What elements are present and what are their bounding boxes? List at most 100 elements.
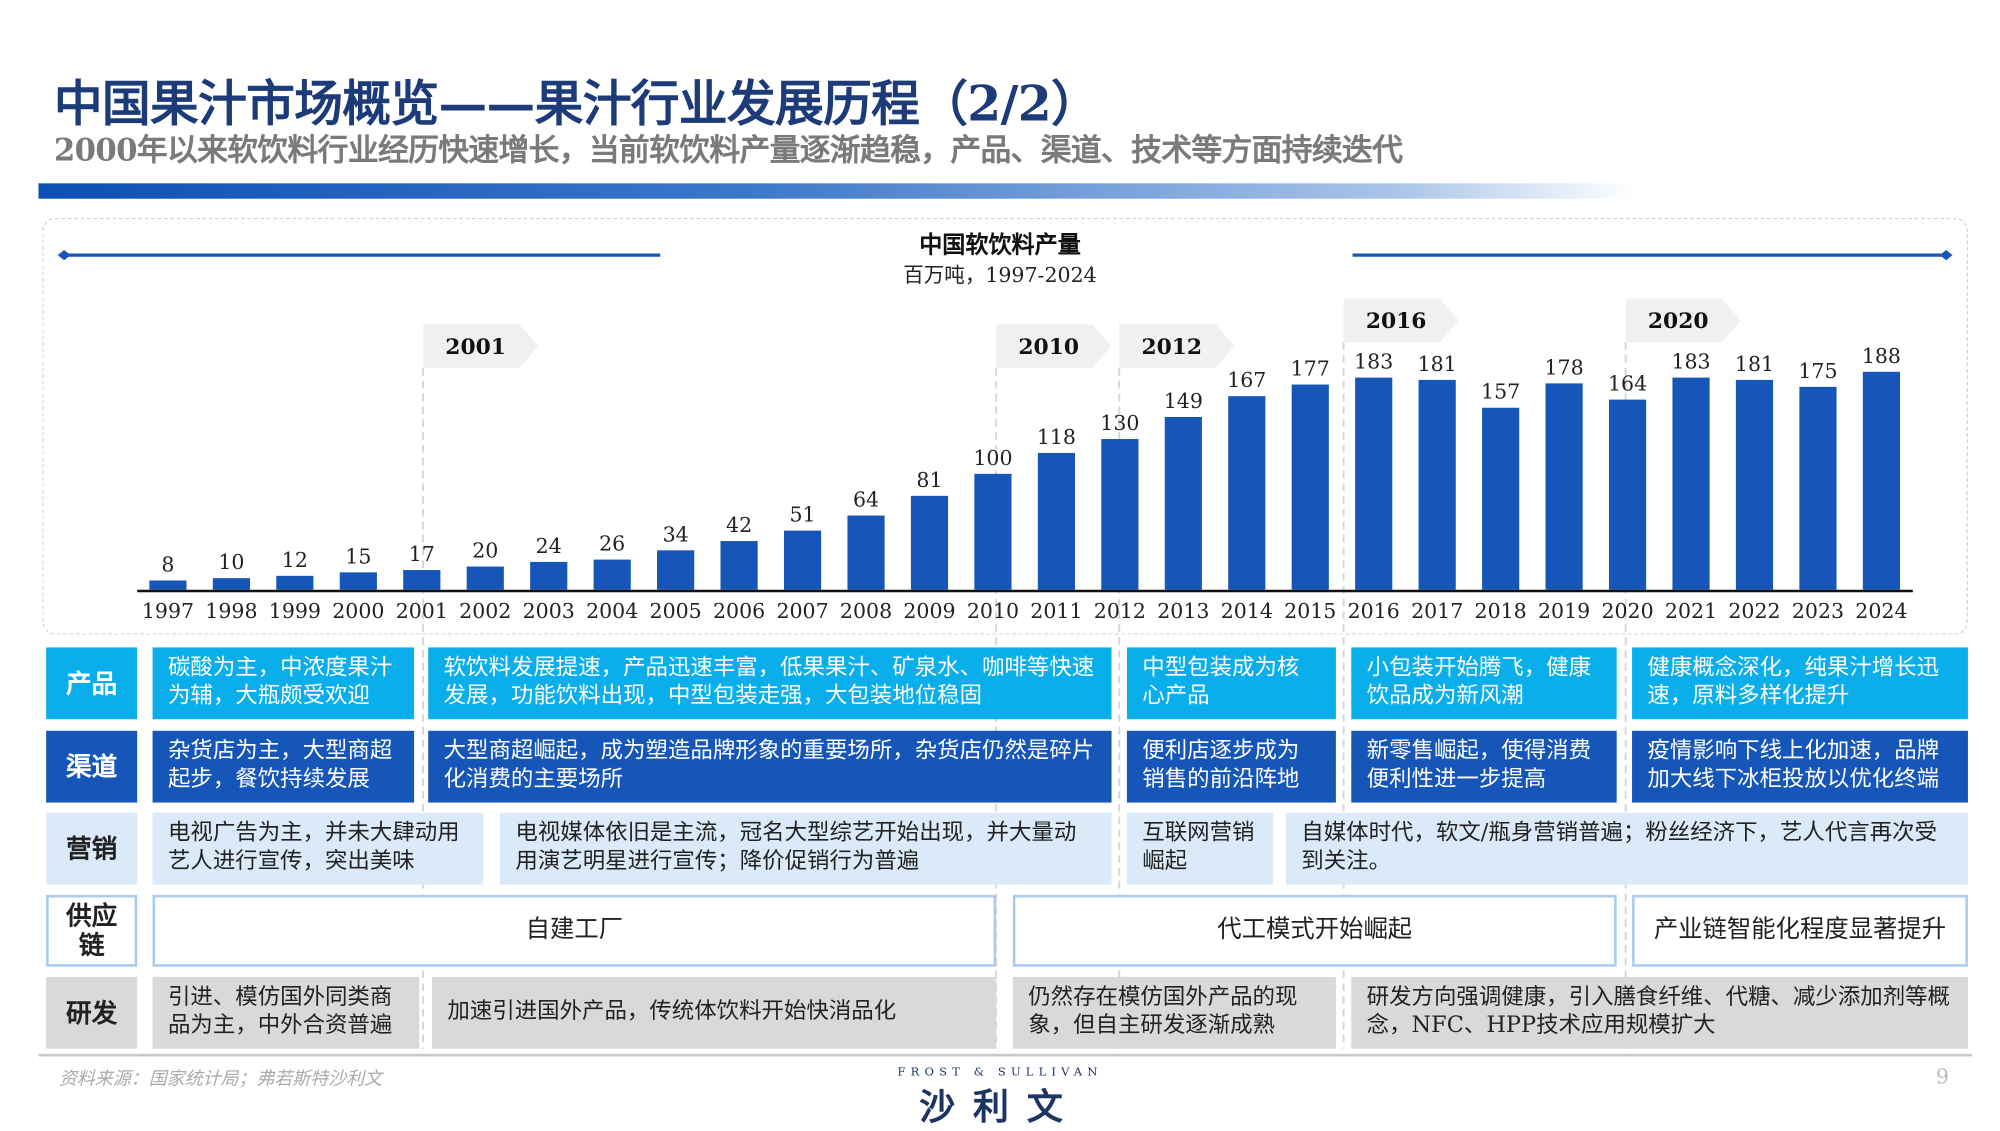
- data-label: 34: [663, 522, 689, 546]
- bar: [1355, 377, 1393, 590]
- source-note: 资料来源：国家统计局；弗若斯特沙利文: [58, 1069, 383, 1090]
- bar: [1101, 439, 1139, 590]
- x-tick-label: 2002: [459, 599, 511, 623]
- bar: [403, 570, 441, 590]
- data-label: 183: [1671, 350, 1710, 374]
- data-label: 149: [1164, 389, 1203, 413]
- x-tick-label: 2005: [650, 599, 702, 623]
- chart-unit: 百万吨，1997-2024: [903, 262, 1097, 288]
- rnd-cell: 引进、模仿国外同类商品为主，中外合资普遍: [152, 976, 420, 1049]
- data-label: 100: [973, 446, 1012, 470]
- x-tick-label: 2001: [396, 599, 448, 623]
- logo-text-en: FROST & SULLIVAN: [897, 1066, 1103, 1080]
- bar: [339, 572, 377, 590]
- x-tick-label: 2024: [1855, 599, 1907, 623]
- bar: [212, 578, 250, 590]
- x-tick-label: 2000: [332, 599, 384, 623]
- bar: [593, 559, 631, 590]
- data-label: 164: [1608, 372, 1647, 396]
- footer-divider: [38, 1053, 1972, 1057]
- product-cell: 健康概念深化，纯果汁增长迅速，原料多样化提升: [1632, 647, 1968, 720]
- milestone-label: 2010: [1018, 335, 1079, 360]
- row-label-marketing: 营销: [46, 812, 138, 885]
- bar: [149, 580, 187, 590]
- milestone-tag: [1343, 298, 1459, 343]
- x-tick-label: 2012: [1094, 599, 1146, 623]
- chart-title: 中国软饮料产量: [919, 232, 1081, 259]
- bar: [974, 473, 1012, 590]
- channel-cell: 大型商超崛起，成为塑造品牌形象的重要场所，杂货店仍然是碎片化消费的主要场所: [428, 730, 1112, 803]
- milestone-tag: [1625, 298, 1742, 343]
- milestone-tag: [423, 324, 539, 368]
- milestone-label: 2020: [1648, 309, 1709, 334]
- data-label: 26: [599, 532, 625, 556]
- milestone-label: 2016: [1366, 309, 1427, 334]
- data-label: 17: [409, 542, 435, 566]
- bar: [657, 550, 695, 590]
- page-subtitle: 2000年以来软饮料行业经历快速增长，当前软饮料产量逐渐趋稳，产品、渠道、技术等…: [53, 130, 1403, 168]
- marketing-cell: 互联网营销崛起: [1126, 812, 1274, 885]
- data-label: 42: [726, 513, 752, 537]
- x-tick-label: 2004: [586, 599, 638, 623]
- data-label: 157: [1481, 380, 1520, 404]
- x-tick-label: 2006: [713, 599, 765, 623]
- x-tick-label: 2011: [1030, 599, 1082, 623]
- supply-chain-cell: 代工模式开始崛起: [1012, 894, 1617, 967]
- rnd-cell: 仍然存在模仿国外产品的现象，但自主研发逐渐成熟: [1012, 976, 1336, 1049]
- channel-cell: 疫情影响下线上化加速，品牌加大线下冰柜投放以优化终端: [1632, 730, 1968, 803]
- data-label: 118: [1037, 425, 1076, 449]
- bar: [466, 566, 504, 590]
- x-tick-label: 1999: [269, 599, 321, 623]
- bar: [847, 515, 885, 590]
- bar: [1862, 371, 1900, 590]
- bar: [1482, 407, 1520, 590]
- x-tick-label: 2003: [523, 599, 575, 623]
- data-label: 130: [1100, 411, 1139, 435]
- data-label: 15: [345, 544, 371, 568]
- data-label: 51: [790, 503, 816, 527]
- x-tick-label: 1998: [205, 599, 257, 623]
- data-label: 24: [536, 534, 562, 558]
- x-tick-label: 2017: [1411, 599, 1463, 623]
- rnd-cell: 加速引进国外产品，传统体饮料开始快消品化: [432, 976, 997, 1049]
- data-label: 10: [218, 550, 244, 574]
- row-label-channel: 渠道: [46, 730, 138, 803]
- page-title: 中国果汁市场概览——果汁行业发展历程（2/2）: [53, 74, 1100, 133]
- product-cell: 小包装开始腾飞，健康饮品成为新风潮: [1351, 647, 1617, 720]
- channel-cell: 新零售崛起，使得消费便利性进一步提高: [1351, 730, 1617, 803]
- bar: [1799, 386, 1837, 590]
- x-tick-label: 2007: [776, 599, 828, 623]
- data-label: 175: [1798, 359, 1837, 383]
- product-cell: 软饮料发展提速，产品迅速丰富，低果果汁、矿泉水、咖啡等快速发展，功能饮料出现，中…: [428, 647, 1112, 720]
- data-label: 8: [161, 552, 174, 576]
- marketing-cell: 电视广告为主，并未大肆动用艺人进行宣传，突出美味: [152, 812, 484, 885]
- data-label: 181: [1418, 352, 1457, 376]
- bar: [1291, 384, 1329, 590]
- data-label: 188: [1862, 344, 1901, 368]
- supply-chain-cell: 产业链智能化程度显著提升: [1632, 894, 1968, 967]
- x-tick-label: 2020: [1601, 599, 1653, 623]
- x-tick-label: 1997: [142, 599, 194, 623]
- data-label: 81: [916, 468, 942, 492]
- data-label: 12: [282, 548, 308, 572]
- x-tick-label: 2015: [1284, 599, 1336, 623]
- x-tick-label: 2022: [1728, 599, 1780, 623]
- product-cell: 碳酸为主，中浓度果汁为辅，大瓶颇受欢迎: [152, 647, 415, 720]
- x-tick-label: 2010: [967, 599, 1019, 623]
- bar: [1418, 379, 1456, 590]
- data-label: 167: [1227, 368, 1266, 392]
- x-tick-label: 2014: [1221, 599, 1273, 623]
- bar: [276, 575, 314, 590]
- x-tick-label: 2023: [1792, 599, 1844, 623]
- bar: [1037, 452, 1075, 590]
- bar: [1164, 417, 1202, 590]
- x-tick-label: 2016: [1348, 599, 1400, 623]
- milestone-tag: [1119, 324, 1235, 368]
- bar: [1545, 383, 1583, 590]
- data-label: 181: [1735, 352, 1774, 376]
- x-tick-label: 2009: [903, 599, 955, 623]
- data-label: 183: [1354, 350, 1393, 374]
- gradient-divider: [38, 183, 1635, 199]
